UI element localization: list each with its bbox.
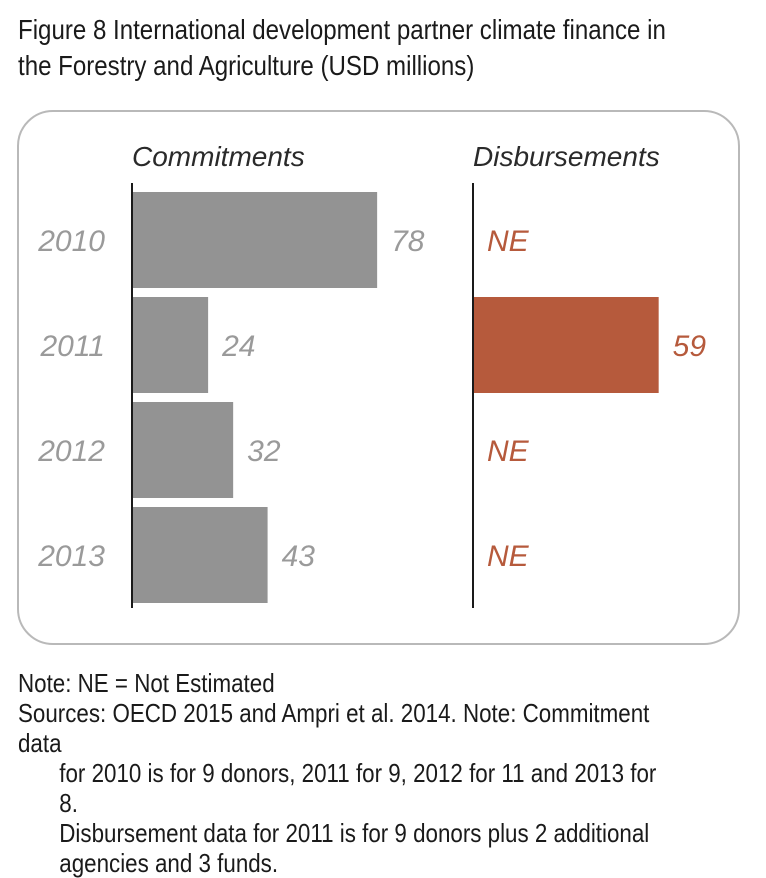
commitments-bar-2013 — [133, 507, 268, 603]
commitments-value-label-2011: 24 — [221, 330, 255, 363]
disbursements-value-label-2012: NE — [487, 435, 530, 468]
year-label-2010: 2010 — [37, 225, 105, 258]
note-ne: Note: NE = Not Estimated — [18, 668, 275, 698]
notes: Note: NE = Not Estimated Sources: OECD 2… — [18, 668, 672, 878]
commitments-bar-2010 — [133, 192, 378, 288]
commitments-header: Commitments — [132, 141, 305, 172]
disbursements-value-label-2011: 59 — [673, 330, 707, 363]
sources-line4: agencies and 3 funds. — [59, 848, 279, 878]
commitments-value-label-2012: 32 — [247, 435, 281, 468]
commitments-value-label-2013: 43 — [282, 540, 316, 573]
bar-chart: 2010 2011 2012 2013 Commitments 78 24 32 43 Disbu… — [37, 141, 707, 608]
disbursements-value-label-2013: NE — [487, 540, 530, 573]
commitments-bar-2011 — [133, 297, 209, 393]
sources-line1: Sources: OECD 2015 and Ampri et al. 2014… — [18, 698, 650, 758]
commitments-bar-2012 — [133, 402, 234, 498]
disbursements-bar-2011 — [474, 297, 659, 393]
chart-title: Figure 8 International development partn… — [18, 12, 666, 84]
year-label-2011: 2011 — [39, 330, 105, 363]
sources-line3: Disbursement data for 2011 is for 9 dono… — [59, 818, 650, 848]
year-label-2013: 2013 — [37, 540, 105, 573]
commitments-value-label-2010: 78 — [391, 225, 425, 258]
chart-panel — [17, 110, 740, 645]
disbursements-value-label-2010: NE — [487, 225, 530, 258]
sources-line2: for 2010 is for 9 donors, 2011 for 9, 20… — [59, 758, 657, 818]
disbursements-header: Disbursements — [473, 141, 660, 172]
year-label-2012: 2012 — [37, 435, 105, 468]
chart-title-line2: the Forestry and Agriculture (USD millio… — [18, 50, 475, 81]
chart-title-line1: Figure 8 International development partn… — [18, 14, 666, 45]
